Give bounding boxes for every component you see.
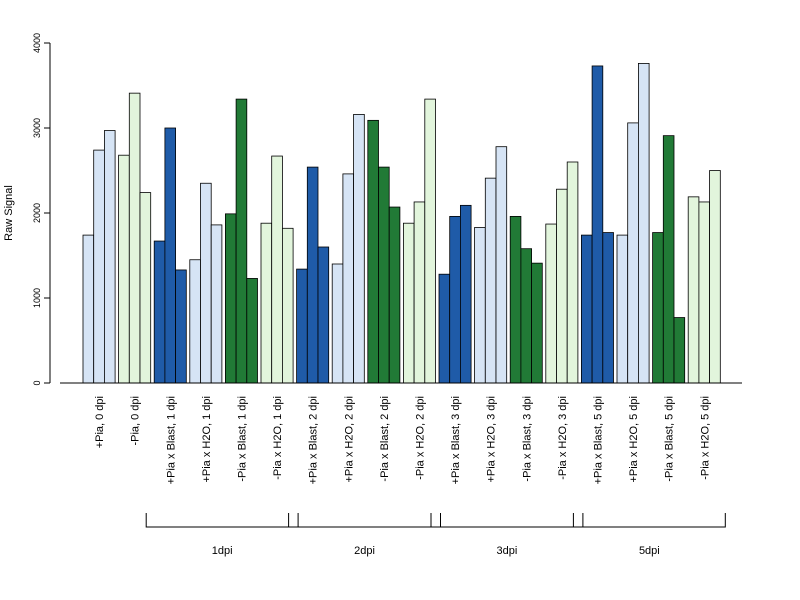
bar — [709, 170, 721, 384]
bar — [662, 135, 675, 384]
bar — [531, 262, 543, 384]
bar — [175, 269, 187, 384]
category-label: -Pia x H2O, 5 dpi — [699, 396, 711, 480]
bar — [459, 204, 472, 384]
bar — [153, 240, 166, 384]
category-label: -Pia x Blast, 5 dpi — [664, 396, 676, 482]
bar — [591, 65, 604, 384]
bar — [495, 146, 508, 384]
group-brackets: 1dpi 2dpi 3dpi 5dpi — [145, 513, 726, 557]
category-label: +Pia x H2O, 3 dpi — [486, 396, 498, 483]
category-label: -Pia x H2O, 2 dpi — [414, 396, 426, 480]
category-label: -Pia x H2O, 1 dpi — [272, 396, 284, 480]
bar — [246, 278, 258, 384]
bar — [545, 223, 557, 384]
bar — [128, 92, 141, 384]
bar — [378, 166, 390, 384]
group-label: 1dpi — [212, 545, 233, 557]
bar — [627, 122, 639, 384]
bar — [449, 215, 461, 384]
bar — [224, 213, 237, 384]
bar — [652, 232, 664, 384]
category-label: -Pia x Blast, 2 dpi — [379, 396, 391, 482]
bar — [118, 154, 130, 384]
group-bracket — [288, 513, 441, 528]
bar — [484, 177, 497, 384]
bar — [331, 263, 344, 384]
bar — [164, 127, 176, 384]
bar — [402, 222, 415, 384]
group-label: 5dpi — [639, 545, 660, 557]
group-bracket — [145, 513, 299, 528]
category-label: +Pia x Blast, 1 dpi — [165, 396, 177, 484]
group-bracket — [430, 513, 584, 528]
bar — [306, 166, 319, 384]
category-label: -Pia x Blast, 1 dpi — [236, 396, 248, 482]
bar — [566, 161, 579, 384]
bar — [424, 98, 436, 384]
y-axis: 0 1000 2000 3000 4000 — [32, 33, 51, 386]
bar — [93, 149, 105, 384]
bar — [210, 224, 223, 384]
y-tick-label: 4000 — [32, 33, 42, 53]
bar — [638, 63, 650, 384]
y-tick-label: 2000 — [32, 203, 42, 223]
bar — [200, 182, 212, 384]
category-label: +Pia x Blast, 3 dpi — [450, 396, 462, 484]
bar — [556, 188, 568, 384]
bar — [616, 234, 629, 384]
category-label: +Pia x H2O, 2 dpi — [343, 396, 355, 483]
y-tick-label: 1000 — [32, 288, 42, 308]
bar — [673, 317, 686, 384]
y-tick-label: 0 — [32, 380, 42, 385]
bar — [353, 114, 365, 384]
bar — [139, 192, 152, 384]
category-label: -Pia x Blast, 3 dpi — [521, 396, 533, 482]
bar — [235, 98, 248, 384]
bar — [698, 201, 711, 384]
y-axis-title: Raw Signal — [3, 185, 15, 241]
bar — [317, 246, 330, 384]
bar — [474, 227, 486, 384]
bar — [413, 201, 426, 384]
category-labels: +Pia, 0 dpi -Pia, 0 dpi +Pia x Blast, 1 dp… — [94, 396, 711, 484]
bar — [281, 227, 294, 384]
bar — [581, 234, 593, 384]
bar — [509, 215, 522, 384]
bar — [367, 119, 379, 384]
bars-layer — [82, 63, 721, 384]
y-tick-label: 3000 — [32, 118, 42, 138]
bar — [82, 234, 95, 384]
bar — [388, 206, 401, 384]
bar — [342, 173, 354, 384]
bar — [687, 196, 700, 384]
bar — [271, 155, 283, 384]
category-label: +Pia x Blast, 2 dpi — [308, 396, 320, 484]
bar — [602, 232, 614, 384]
category-label: +Pia x Blast, 5 dpi — [592, 396, 604, 484]
bar — [296, 268, 308, 384]
bar — [189, 259, 201, 384]
bar — [260, 222, 273, 384]
bar — [520, 248, 533, 384]
bar — [104, 130, 116, 384]
bar — [438, 273, 451, 384]
category-label: +Pia, 0 dpi — [94, 396, 106, 448]
group-label: 2dpi — [354, 545, 375, 557]
group-bracket — [572, 513, 726, 528]
category-label: +Pia x H2O, 5 dpi — [628, 396, 640, 483]
group-label: 3dpi — [497, 545, 518, 557]
category-label: +Pia x H2O, 1 dpi — [201, 396, 213, 483]
category-label: -Pia, 0 dpi — [130, 396, 142, 446]
category-label: -Pia x H2O, 3 dpi — [557, 396, 569, 480]
